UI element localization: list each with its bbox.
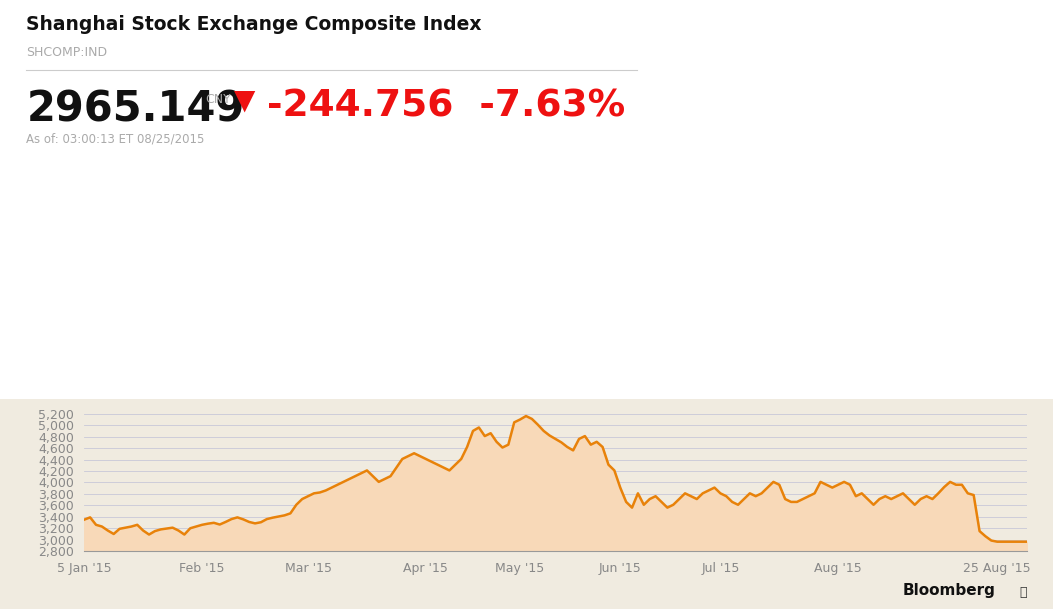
Text: -244.756  -7.63%: -244.756 -7.63%: [267, 88, 625, 124]
Text: ▼: ▼: [234, 86, 255, 114]
Text: As of: 03:00:13 ET 08/25/2015: As of: 03:00:13 ET 08/25/2015: [26, 132, 204, 145]
Text: 2965.149: 2965.149: [26, 88, 244, 130]
Text: Shanghai Stock Exchange Composite Index: Shanghai Stock Exchange Composite Index: [26, 15, 482, 34]
Text: SHCOMP:IND: SHCOMP:IND: [26, 46, 107, 58]
Text: CNY: CNY: [205, 93, 231, 105]
Text: ⧉: ⧉: [1019, 586, 1027, 599]
Text: Bloomberg: Bloomberg: [902, 583, 995, 598]
